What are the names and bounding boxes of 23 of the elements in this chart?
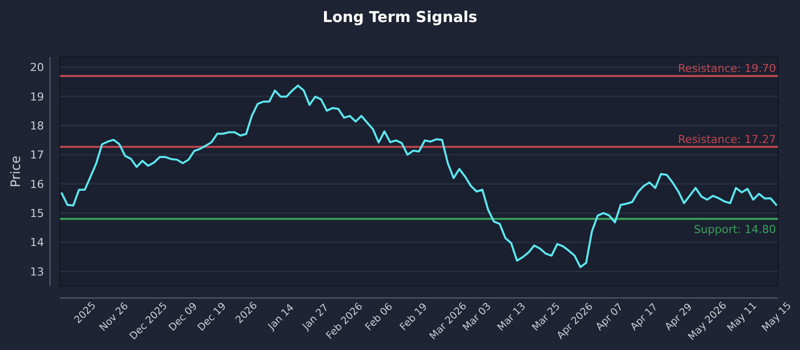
chart-title: Long Term Signals [322, 8, 478, 26]
y-tick-label: 18 [30, 120, 44, 133]
x-tick-label: Feb 06 [364, 302, 396, 334]
x-tick-label: Apr 07 [594, 302, 626, 333]
y-axis-title: Price [9, 156, 24, 188]
y-tick-label: 13 [30, 265, 44, 278]
ref-line-label: Resistance: 19.70 [678, 62, 776, 75]
x-tick-label: Mar 13 [496, 301, 528, 334]
y-tick-label: 17 [30, 148, 44, 162]
x-tick-label: Jan 14 [266, 302, 296, 333]
x-tick-label: Dec 19 [196, 300, 229, 334]
x-tick-label: Feb 19 [398, 302, 430, 334]
y-tick-label: 16 [30, 178, 44, 191]
ref-line-label: Resistance: 17.27 [678, 132, 776, 146]
line-series [60, 84, 778, 268]
y-tick-label: 14 [30, 236, 44, 250]
x-tick-label: Apr 17 [628, 302, 660, 333]
y-tick-label: 15 [30, 207, 44, 220]
x-tick-label: Nov 26 [98, 300, 131, 334]
y-tick-label: 19 [30, 90, 44, 104]
ref-line-label: Support: 14.80 [694, 222, 776, 236]
x-tick-label: Jan 27 [300, 302, 331, 333]
y-tick-label: 20 [30, 61, 44, 74]
